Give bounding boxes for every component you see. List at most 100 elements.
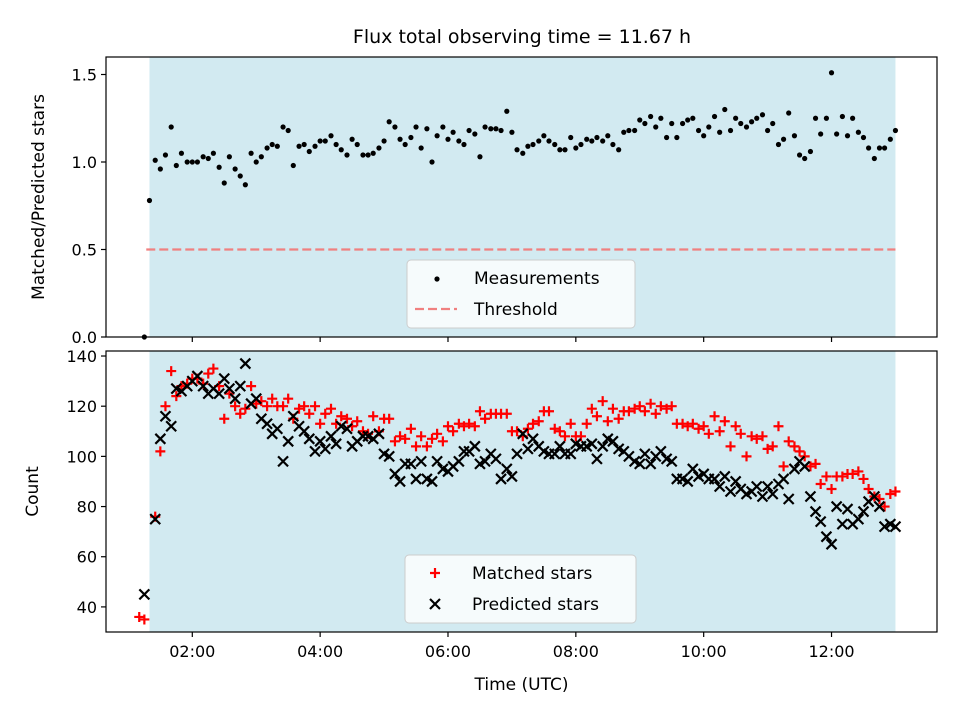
predicted-star-point	[644, 458, 657, 470]
predicted-star-point	[522, 443, 534, 455]
matched-star-point	[805, 461, 816, 472]
measurement-point	[408, 134, 414, 141]
measurement-point	[770, 120, 776, 127]
predicted-star-point	[548, 448, 561, 460]
x-tick-label: 04:00	[297, 642, 343, 661]
matched-star-point	[522, 423, 533, 434]
matched-star-point	[400, 433, 411, 444]
predicted-star-point	[708, 473, 721, 485]
matched-star-point	[597, 396, 608, 407]
measurement-point	[365, 152, 371, 158]
measurement-point	[184, 159, 190, 165]
measurement-point	[738, 120, 744, 127]
measurement-point	[839, 113, 845, 120]
matched-star-point	[299, 401, 310, 412]
matched-star-point	[235, 408, 246, 419]
predicted-star-point	[713, 480, 726, 493]
predicted-star-point	[213, 387, 225, 400]
measurement-point	[626, 127, 632, 134]
matched-star-point	[879, 501, 890, 512]
predicted-star-point	[335, 420, 348, 433]
matched-star-point	[789, 441, 800, 452]
matched-star-point	[783, 436, 794, 447]
predicted-star-point	[687, 463, 699, 475]
measurement-point	[892, 127, 899, 134]
matched-star-point	[730, 421, 741, 432]
matched-star-point	[437, 436, 448, 447]
matched-star-point	[666, 401, 677, 412]
matched-star-point	[746, 431, 757, 442]
measurement-point	[280, 124, 286, 130]
measurement-point	[855, 129, 861, 135]
predicted-star-point	[777, 473, 790, 485]
matched-star-point	[773, 421, 784, 432]
measurement-point	[472, 131, 478, 137]
x-tick-label: 08:00	[553, 642, 599, 661]
matched-star-point	[794, 446, 805, 457]
measurement-point	[146, 197, 153, 204]
predicted-star-point	[873, 500, 886, 513]
measurement-point	[301, 141, 307, 148]
legend-label: Predicted stars	[472, 595, 599, 615]
measurement-point	[679, 120, 686, 127]
measurement-point	[637, 117, 643, 123]
legend-box	[404, 554, 637, 624]
matched-star-point	[639, 406, 650, 417]
measurement-point	[844, 133, 851, 139]
measurement-point	[168, 124, 174, 130]
matched-star-point	[762, 443, 773, 454]
measurement-point	[317, 138, 323, 144]
axes-frame	[105, 56, 938, 338]
measurement-point	[200, 154, 206, 160]
matched-star-point	[416, 431, 427, 442]
measurement-point	[562, 147, 568, 153]
measurement-point	[600, 138, 606, 144]
matched-star-point	[591, 411, 602, 422]
predicted-star-point	[841, 503, 854, 515]
predicted-star-point	[341, 422, 353, 435]
predicted-star-point	[277, 455, 289, 468]
predicted-star-point	[405, 458, 417, 470]
matched-star-point	[655, 401, 666, 412]
measurement-point	[253, 159, 259, 165]
measurement-point	[568, 134, 574, 141]
measurement-point	[194, 159, 201, 165]
matched-star-point	[677, 418, 688, 429]
predicted-star-point	[501, 463, 513, 475]
predicted-star-point	[655, 445, 667, 458]
measurement-point	[786, 110, 792, 116]
matched-star-point	[134, 611, 145, 622]
predicted-star-point	[729, 475, 742, 488]
measurement-point	[701, 133, 707, 139]
measurement-point	[274, 143, 280, 149]
matched-star-point	[315, 418, 326, 429]
matched-star-point	[565, 418, 576, 429]
predicted-star-point	[809, 505, 822, 518]
measurement-point	[717, 129, 723, 135]
bottom-panel-counts: 40 60 80 100 120 140 02:00 04:00 06:00 08:00 10:00…	[23, 347, 938, 695]
measurement-point	[344, 152, 350, 158]
measurement-point	[834, 131, 840, 137]
x-tick-label: 06:00	[425, 642, 471, 661]
predicted-star-point	[303, 433, 316, 445]
legend-box	[406, 259, 636, 329]
measurement-point	[466, 127, 472, 134]
matched-star-point	[858, 473, 869, 484]
measurement-point	[552, 141, 558, 148]
measurement-point	[573, 145, 579, 151]
measurement-point	[648, 113, 654, 120]
measurement-point	[754, 115, 760, 121]
measurement-point	[733, 115, 739, 121]
predicted-star-point	[724, 485, 737, 498]
measurement-point	[727, 127, 734, 134]
measurement-point	[258, 154, 264, 160]
measurement-point	[504, 108, 510, 114]
matched-star-point	[320, 408, 331, 419]
matched-star-point	[767, 441, 778, 452]
measurement-point	[482, 124, 488, 130]
measurement-point	[791, 133, 798, 139]
measurement-point	[509, 129, 515, 135]
matched-star-point	[821, 471, 832, 482]
predicted-star-point	[373, 428, 385, 440]
matched-star-point	[810, 458, 821, 469]
